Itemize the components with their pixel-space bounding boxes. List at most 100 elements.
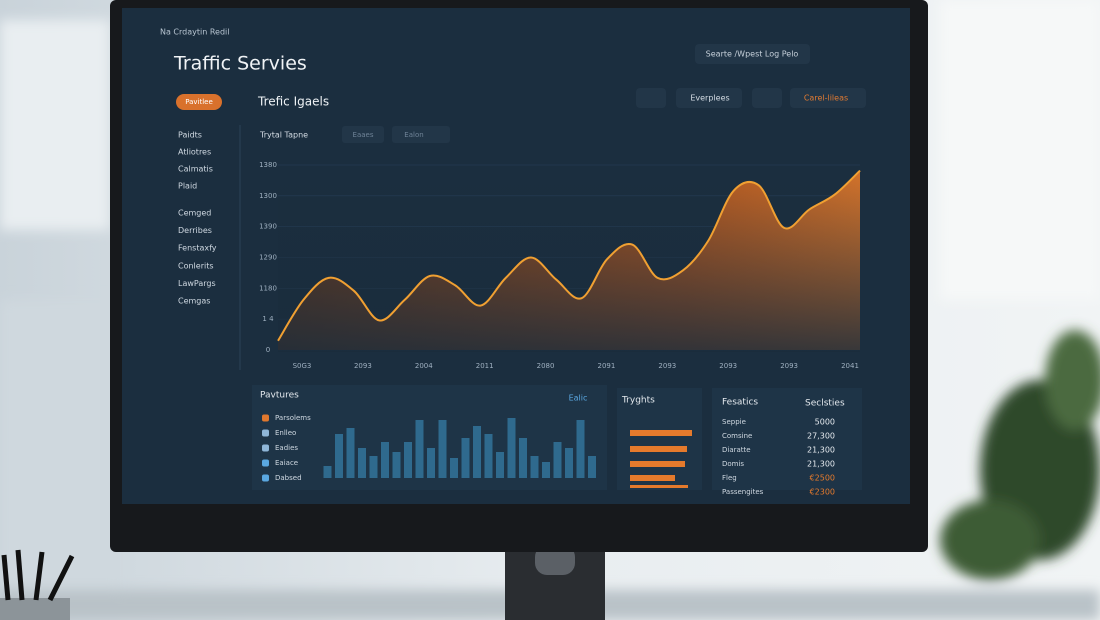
insight-bar (630, 485, 688, 488)
panel-title: Trefic Igaels (257, 95, 329, 109)
feature-bar (588, 456, 596, 478)
filter-box[interactable] (342, 126, 384, 143)
feature-bar (484, 434, 493, 478)
stats-label: Fleg (722, 474, 737, 482)
feature-bar (392, 452, 401, 478)
y-axis-label: 0 (266, 346, 270, 354)
y-axis-label: 1300 (259, 192, 277, 200)
insight-bar (630, 446, 687, 452)
insights-title: Tryghts (621, 396, 655, 406)
stats-label: Diaratte (722, 446, 751, 454)
search-text: Searte /Wpest Log Pelo (706, 50, 799, 59)
area-chart: 1380 1300 1390 1290 1180 1 4 0 S0G3 2093 2004 2011… (259, 161, 861, 370)
y-axis-label: 1 4 (262, 315, 274, 323)
sidebar-item[interactable]: Cemged (178, 209, 211, 218)
sidebar-item[interactable]: Cemgas (178, 297, 210, 306)
control-label: Carel-lileas (804, 94, 848, 103)
stats-header: Seclsties (805, 399, 845, 409)
feature-bar (530, 456, 539, 478)
sidebar-item[interactable]: Calmatis (178, 165, 213, 174)
filter[interactable]: Trytal Tapne (259, 131, 308, 140)
page-title: Traffic Servies (173, 53, 307, 75)
stats-value: 27,300 (807, 432, 835, 441)
x-axis-label: 2004 (415, 362, 433, 370)
sidebar-button-label: Pavitlee (185, 98, 213, 106)
x-axis-label: 2093 (719, 362, 737, 370)
filter-box[interactable] (392, 126, 450, 143)
feature-icon (262, 459, 269, 467)
brand: Na Crdaytin Redil (160, 28, 230, 37)
feature-bar (519, 438, 527, 478)
x-axis-label: 2011 (476, 362, 494, 370)
feature-item[interactable]: Dabsed (275, 474, 302, 482)
stats-value: 5000 (815, 418, 835, 427)
monitor-stand (505, 545, 605, 620)
y-axis-label: 1290 (259, 254, 277, 262)
stats-value: €2300 (810, 488, 835, 497)
sidebar: Paidts Atliotres Calmatis Plaid Cemged Derrib… (178, 131, 217, 306)
stats-label: Seppie (722, 418, 746, 426)
stats-label: Passengites (722, 488, 764, 496)
control-icon[interactable] (752, 88, 782, 108)
feature-item[interactable]: Parsolems (275, 414, 311, 422)
sidebar-button[interactable] (176, 94, 222, 110)
feature-bar (461, 438, 470, 478)
x-axis-label: 2093 (354, 362, 372, 370)
feature-bar (553, 442, 562, 478)
stats-header: Fesatics (722, 398, 758, 408)
x-axis-label: 2080 (537, 362, 555, 370)
control[interactable] (790, 88, 866, 108)
feature-item[interactable]: Eadies (275, 444, 298, 452)
insight-bar (630, 461, 685, 467)
stats-label: Comsine (722, 432, 752, 440)
feature-item[interactable]: Enlleo (275, 429, 296, 437)
sidebar-item[interactable]: Paidts (178, 131, 202, 140)
feature-bar (473, 426, 481, 478)
feature-item[interactable]: Eaiace (275, 459, 298, 467)
feature-bar (381, 442, 389, 478)
filter: Eaaes (353, 131, 374, 139)
search-box[interactable] (695, 44, 810, 64)
y-axis-label: 1390 (259, 223, 277, 231)
control[interactable] (676, 88, 742, 108)
feature-bar (576, 420, 585, 478)
feature-bar (404, 442, 412, 478)
area-fade (278, 165, 860, 352)
sidebar-item[interactable]: Derribes (178, 226, 212, 235)
sidebar-item[interactable]: Plaid (178, 182, 197, 191)
control-icon[interactable] (636, 88, 666, 108)
stats-value: €2500 (810, 474, 835, 483)
sidebar-item[interactable]: Fenstaxfy (178, 244, 217, 253)
feature-bar (369, 456, 378, 478)
feature-icon (262, 429, 269, 437)
stats-table: Seppie 5000 Comsine 27,300 Diaratte 21,300 Dom… (722, 418, 835, 497)
y-axis-label: 1180 (259, 284, 277, 292)
x-axis-label: S0G3 (293, 362, 312, 370)
features-title: Pavtures (260, 391, 299, 401)
feature-bar (346, 428, 355, 478)
feature-bar (323, 466, 332, 478)
x-axis-label: 2093 (780, 362, 798, 370)
stats-value: 21,300 (807, 446, 835, 455)
insight-bar (630, 475, 675, 481)
feature-bar (358, 448, 366, 478)
x-axis-label: 2093 (658, 362, 676, 370)
feature-icon (262, 474, 269, 482)
filter: Ealon (404, 131, 423, 139)
stats-value: 21,300 (807, 460, 835, 469)
pen-cup (0, 549, 75, 620)
sidebar-item[interactable]: LawPargs (178, 279, 216, 288)
features-dropdown[interactable]: Ealic (569, 394, 588, 403)
features: Parsolems Enlleo Eadies Eaiace Dabsed (262, 414, 596, 482)
insight-bar (630, 430, 692, 436)
toolbar-icons[interactable] (826, 48, 860, 60)
x-axis-label: 2041 (841, 362, 859, 370)
sidebar-item[interactable]: Atliotres (178, 148, 211, 157)
sidebar-item[interactable]: Conlerits (178, 261, 214, 270)
insights-panel (617, 388, 702, 490)
area-line (277, 169, 861, 342)
feature-bar (415, 420, 424, 478)
feature-icon (262, 414, 269, 422)
stats-label: Domis (722, 460, 744, 468)
